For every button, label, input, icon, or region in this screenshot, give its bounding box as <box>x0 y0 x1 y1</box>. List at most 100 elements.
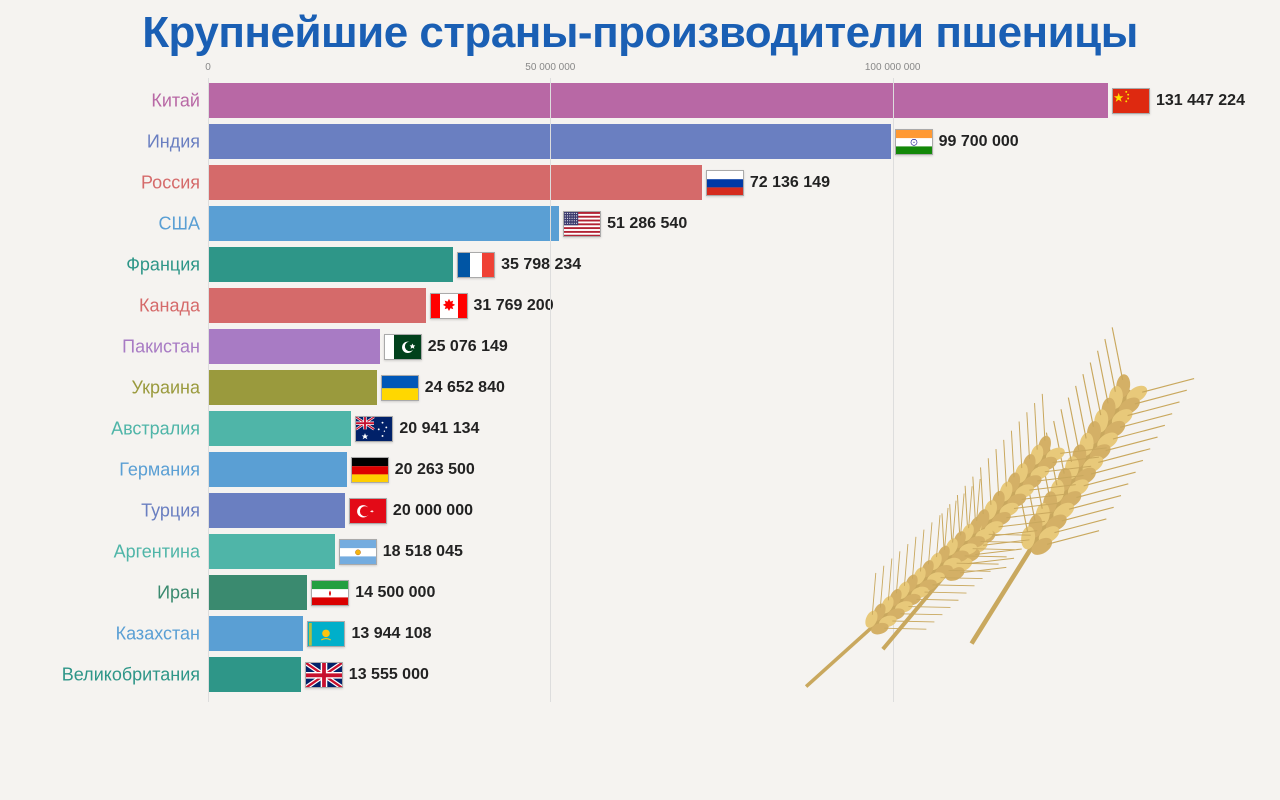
bar-row: Россия72 136 149 <box>208 162 1220 203</box>
flag-icon <box>430 293 468 319</box>
bar-row: США51 286 540 <box>208 203 1220 244</box>
bar <box>208 575 307 610</box>
flag-icon <box>305 662 343 688</box>
country-label: Россия <box>141 172 200 193</box>
bar <box>208 657 301 692</box>
bar-value: 24 652 840 <box>425 379 505 397</box>
flag-icon <box>563 211 601 237</box>
bar-end: 14 500 000 <box>311 580 435 606</box>
country-label: Пакистан <box>122 336 200 357</box>
flag-icon <box>339 539 377 565</box>
bar-value: 20 263 500 <box>395 461 475 479</box>
bar <box>208 493 345 528</box>
flag-icon <box>349 498 387 524</box>
bar-value: 13 944 108 <box>351 625 431 643</box>
flag-icon <box>311 580 349 606</box>
flag-icon <box>384 334 422 360</box>
bar-row: Австралия20 941 134 <box>208 408 1220 449</box>
bar <box>208 616 303 651</box>
country-label: Австралия <box>111 418 200 439</box>
bar-value: 20 941 134 <box>399 420 479 438</box>
bar-value: 131 447 224 <box>1156 92 1245 110</box>
bar-row: Пакистан25 076 149 <box>208 326 1220 367</box>
bar <box>208 452 347 487</box>
bar <box>208 411 351 446</box>
bar-value: 14 500 000 <box>355 584 435 602</box>
bars-area: Китай131 447 224Индия99 700 000Россия72 … <box>208 80 1220 695</box>
bar-end: 35 798 234 <box>457 252 581 278</box>
country-label: Турция <box>141 500 200 521</box>
bar-value: 51 286 540 <box>607 215 687 233</box>
bar <box>208 534 335 569</box>
bar-row: Турция20 000 000 <box>208 490 1220 531</box>
bar-end: 72 136 149 <box>706 170 830 196</box>
bar-value: 13 555 000 <box>349 666 429 684</box>
bar-value: 72 136 149 <box>750 174 830 192</box>
bar-end: 18 518 045 <box>339 539 463 565</box>
axis-labels: 0 50 000 000 100 000 000 <box>208 62 1220 78</box>
gridline <box>208 78 209 702</box>
gridline <box>893 78 894 702</box>
flag-icon <box>895 129 933 155</box>
bar-value: 35 798 234 <box>501 256 581 274</box>
flag-icon <box>381 375 419 401</box>
bar-row: Германия20 263 500 <box>208 449 1220 490</box>
bar-row: Франция35 798 234 <box>208 244 1220 285</box>
bar <box>208 83 1108 118</box>
country-label: Иран <box>157 582 200 603</box>
bar-row: Казахстан13 944 108 <box>208 613 1220 654</box>
country-label: Украина <box>131 377 200 398</box>
country-label: США <box>158 213 200 234</box>
bar-row: Китай131 447 224 <box>208 80 1220 121</box>
bar <box>208 165 702 200</box>
bar-end: 25 076 149 <box>384 334 508 360</box>
bar-row: Аргентина18 518 045 <box>208 531 1220 572</box>
country-label: Канада <box>139 295 200 316</box>
flag-icon <box>706 170 744 196</box>
bar-end: 13 944 108 <box>307 621 431 647</box>
bar-end: 31 769 200 <box>430 293 554 319</box>
axis-tick-label: 0 <box>205 62 211 73</box>
country-label: Китай <box>151 90 200 111</box>
country-label: Великобритания <box>62 664 200 685</box>
bar-end: 131 447 224 <box>1112 88 1245 114</box>
axis-tick-label: 100 000 000 <box>865 62 921 73</box>
country-label: Индия <box>147 131 200 152</box>
bar <box>208 206 559 241</box>
bar-end: 13 555 000 <box>305 662 429 688</box>
flag-icon <box>351 457 389 483</box>
bar-value: 25 076 149 <box>428 338 508 356</box>
bar-row: Канада31 769 200 <box>208 285 1220 326</box>
country-label: Германия <box>119 459 200 480</box>
bar-row: Великобритания13 555 000 <box>208 654 1220 695</box>
gridline <box>550 78 551 702</box>
bar-row: Иран14 500 000 <box>208 572 1220 613</box>
axis-tick-label: 50 000 000 <box>525 62 575 73</box>
bar <box>208 124 891 159</box>
bar-end: 20 000 000 <box>349 498 473 524</box>
bar-end: 99 700 000 <box>895 129 1019 155</box>
bar-value: 31 769 200 <box>474 297 554 315</box>
bar-value: 18 518 045 <box>383 543 463 561</box>
bar-end: 20 263 500 <box>351 457 475 483</box>
country-label: Казахстан <box>116 623 200 644</box>
bar-row: Индия99 700 000 <box>208 121 1220 162</box>
flag-icon <box>307 621 345 647</box>
bar <box>208 329 380 364</box>
bar-value: 20 000 000 <box>393 502 473 520</box>
flag-icon <box>457 252 495 278</box>
flag-icon <box>355 416 393 442</box>
bar-value: 99 700 000 <box>939 133 1019 151</box>
flag-icon <box>1112 88 1150 114</box>
page-title: Крупнейшие страны-производители пшеницы <box>0 0 1280 62</box>
bar-end: 51 286 540 <box>563 211 687 237</box>
bar-chart: 050 000 000100 000 000 Китай131 447 224И… <box>208 62 1220 702</box>
country-label: Франция <box>126 254 200 275</box>
bar-row: Украина24 652 840 <box>208 367 1220 408</box>
bar <box>208 288 426 323</box>
bar <box>208 247 453 282</box>
bar-end: 24 652 840 <box>381 375 505 401</box>
bar-end: 20 941 134 <box>355 416 479 442</box>
bar <box>208 370 377 405</box>
country-label: Аргентина <box>114 541 200 562</box>
